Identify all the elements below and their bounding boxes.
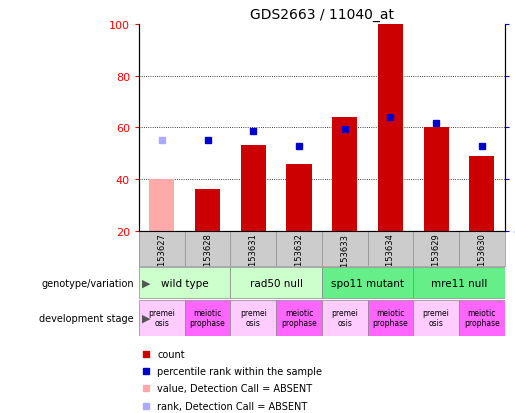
Text: rank, Detection Call = ABSENT: rank, Detection Call = ABSENT — [158, 401, 307, 411]
Bar — [195, 190, 220, 231]
Bar — [368, 300, 413, 336]
Text: premei
osis: premei osis — [423, 309, 450, 328]
Text: GSM153631: GSM153631 — [249, 233, 258, 284]
Text: GSM153628: GSM153628 — [203, 233, 212, 284]
Bar — [231, 300, 276, 336]
Text: GSM153629: GSM153629 — [432, 233, 441, 284]
Text: ▶: ▶ — [142, 278, 150, 288]
Bar — [423, 128, 449, 231]
Text: meiotic
prophase: meiotic prophase — [190, 309, 226, 328]
Bar — [378, 25, 403, 231]
Text: GSM153634: GSM153634 — [386, 233, 395, 284]
Text: GSM153632: GSM153632 — [295, 233, 303, 284]
Bar — [276, 300, 322, 336]
Text: percentile rank within the sample: percentile rank within the sample — [158, 366, 322, 376]
Bar — [139, 300, 185, 336]
Text: development stage: development stage — [39, 313, 134, 323]
Text: spo11 mutant: spo11 mutant — [331, 278, 404, 288]
Bar — [322, 267, 413, 299]
Text: meiotic
prophase: meiotic prophase — [464, 309, 500, 328]
Bar — [322, 300, 368, 336]
Text: mre11 null: mre11 null — [431, 278, 487, 288]
Title: GDS2663 / 11040_at: GDS2663 / 11040_at — [250, 8, 394, 22]
Bar — [241, 146, 266, 231]
Bar — [149, 180, 175, 231]
Text: ▶: ▶ — [142, 313, 150, 323]
Text: GSM153627: GSM153627 — [158, 233, 166, 284]
Text: premei
osis: premei osis — [331, 309, 358, 328]
Text: premei
osis: premei osis — [148, 309, 175, 328]
Bar — [231, 267, 322, 299]
Text: count: count — [158, 349, 185, 359]
Bar — [332, 118, 357, 231]
Bar — [185, 300, 231, 336]
Text: meiotic
prophase: meiotic prophase — [281, 309, 317, 328]
Bar — [413, 300, 459, 336]
Bar — [139, 267, 231, 299]
Text: premei
osis: premei osis — [240, 309, 267, 328]
Bar — [413, 267, 505, 299]
Text: meiotic
prophase: meiotic prophase — [372, 309, 408, 328]
Bar — [459, 300, 505, 336]
Text: rad50 null: rad50 null — [250, 278, 303, 288]
Text: genotype/variation: genotype/variation — [41, 278, 134, 288]
Text: value, Detection Call = ABSENT: value, Detection Call = ABSENT — [158, 383, 313, 394]
Text: GSM153630: GSM153630 — [477, 233, 486, 284]
Text: wild type: wild type — [161, 278, 209, 288]
Bar — [286, 164, 312, 231]
Text: GSM153633: GSM153633 — [340, 233, 349, 284]
Bar — [469, 157, 494, 231]
